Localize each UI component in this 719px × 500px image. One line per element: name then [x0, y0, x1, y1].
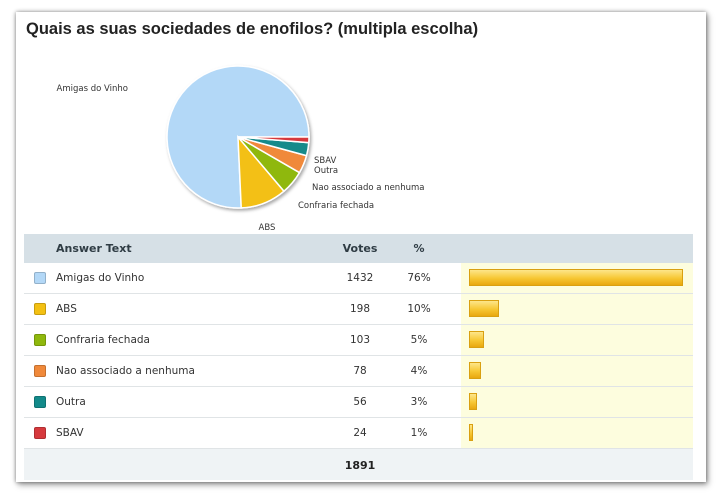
vote-count: 103	[349, 334, 371, 346]
vote-bar-outra	[469, 393, 477, 410]
answer-label: Amigas do Vinho	[56, 272, 145, 284]
answer-label: Nao associado a nenhuma	[56, 365, 195, 377]
vote-count: 78	[353, 365, 367, 377]
table-footer: 1891	[24, 449, 693, 480]
bar-cell	[461, 356, 693, 386]
legend-swatch-outra	[34, 396, 46, 408]
pie-label-sbav: SBAV	[314, 156, 336, 166]
bar-cell	[461, 294, 693, 324]
answer-label: Confraria fechada	[56, 334, 150, 346]
legend-swatch-nao-associado-a-nenhuma	[34, 365, 46, 377]
vote-bar-amigas-do-vinho	[469, 269, 683, 286]
vote-percent: 76%	[407, 272, 431, 284]
vote-count: 24	[353, 427, 367, 439]
vote-bar-abs	[469, 300, 499, 317]
bar-cell	[461, 325, 693, 355]
legend-swatch-confraria-fechada	[34, 334, 46, 346]
header-votes: Votes	[342, 242, 378, 255]
pie-label-amigas-do-vinho: Amigas do Vinho	[57, 84, 128, 94]
poll-title: Quais as suas sociedades de enofilos? (m…	[26, 20, 479, 38]
legend-swatch-abs	[34, 303, 46, 315]
answer-label: Outra	[56, 396, 86, 408]
vote-count: 198	[349, 303, 371, 315]
vote-percent: 1%	[410, 427, 428, 439]
table-row: Outra 56 3%	[24, 387, 693, 418]
table-body: Amigas do Vinho 1432 76% ABS 198 10% Confraria…	[24, 263, 693, 449]
table-row: ABS 198 10%	[24, 294, 693, 325]
vote-percent: 4%	[410, 365, 428, 377]
vote-percent: 5%	[410, 334, 428, 346]
pie-label-confraria-fechada: Confraria fechada	[298, 201, 374, 211]
results-table: Answer Text Votes % Amigas do Vinho 1432 7…	[24, 234, 693, 480]
vote-bar-confraria-fechada	[469, 331, 484, 348]
legend-swatch-amigas-do-vinho	[34, 272, 46, 284]
total-votes: 1891	[344, 459, 376, 472]
table-row: Nao associado a nenhuma 78 4%	[24, 356, 693, 387]
table-header: Answer Text Votes %	[24, 234, 693, 263]
table-row: Amigas do Vinho 1432 76%	[24, 263, 693, 294]
pie-label-abs: ABS	[259, 223, 276, 233]
pie-chart: Amigas do Vinho ABS Confraria fechada Nao a…	[57, 65, 424, 233]
vote-percent: 3%	[410, 396, 428, 408]
pie-slice-sbav	[237, 136, 310, 144]
vote-count: 1432	[346, 272, 374, 284]
vote-bar-nao-associado-a-nenhuma	[469, 362, 481, 379]
answer-label: ABS	[56, 303, 77, 315]
poll-results-card: Quais as suas sociedades de enofilos? (m…	[16, 12, 706, 482]
bar-cell	[461, 387, 693, 417]
vote-count: 56	[353, 396, 367, 408]
table-row: Confraria fechada 103 5%	[24, 325, 693, 356]
table-row: SBAV 24 1%	[24, 418, 693, 449]
answer-label: SBAV	[56, 427, 84, 439]
pie-label-nao-associado-a-nenhuma: Nao associado a nenhuma	[312, 183, 424, 193]
pie-label-outra: Outra	[314, 166, 338, 176]
bar-cell	[461, 263, 693, 293]
legend-swatch-sbav	[34, 427, 46, 439]
bar-cell	[461, 418, 693, 448]
vote-bar-sbav	[469, 424, 473, 441]
header-percent: %	[413, 242, 425, 255]
header-answer-text: Answer Text	[56, 242, 132, 255]
vote-percent: 10%	[407, 303, 431, 315]
